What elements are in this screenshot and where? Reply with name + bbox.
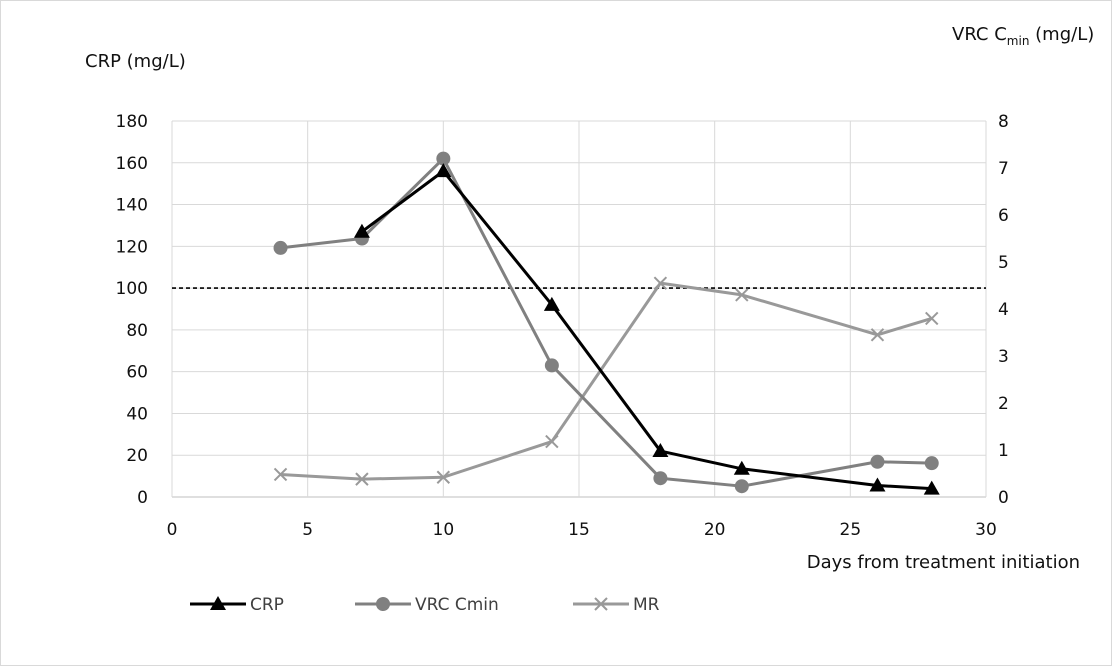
y-left-tick-label: 140: [116, 196, 148, 216]
y-left-tick-label: 120: [116, 237, 148, 257]
x-tick-label: 25: [840, 520, 862, 540]
y-left-tick-label: 160: [116, 154, 148, 174]
data-point-mr: [735, 288, 749, 302]
x-tick-label: 20: [704, 520, 726, 540]
data-point-vrc-cmin: [273, 240, 288, 255]
y-left-axis-title: CRP (mg/L): [85, 51, 186, 72]
y-right-tick-label: 8: [998, 112, 1009, 132]
data-point-vrc-cmin: [734, 479, 749, 494]
data-point-crp: [543, 296, 560, 311]
series-group: [273, 151, 940, 495]
series-line-mr: [280, 281, 933, 481]
data-point-vrc-cmin: [544, 358, 559, 373]
x-tick-label: 15: [568, 520, 590, 540]
data-point-crp: [652, 443, 669, 458]
data-point-mr: [273, 467, 288, 482]
y-left-tick-label: 100: [116, 279, 148, 299]
data-point-vrc-cmin: [653, 471, 668, 486]
data-point-crp: [353, 223, 370, 238]
data-point-vrc-cmin: [436, 151, 451, 166]
x-axis-title: Days from treatment initiation: [807, 552, 1080, 573]
y-right-tick-label: 7: [998, 159, 1009, 179]
y-left-tick-label: 180: [116, 112, 148, 132]
gridlines: [171, 120, 987, 498]
x-tick-label: 10: [433, 520, 455, 540]
x-tick-label: 0: [167, 520, 178, 540]
y-left-tick-label: 80: [126, 321, 148, 341]
data-point-crp: [923, 480, 940, 495]
data-point-mr: [545, 434, 559, 449]
data-point-crp: [435, 163, 452, 178]
y-right-tick-label: 3: [998, 347, 1009, 367]
y-right-tick-label: 6: [998, 206, 1009, 226]
data-point-mr: [925, 311, 939, 326]
y-right-tick-label: 2: [998, 394, 1009, 414]
data-point-mr: [436, 470, 451, 484]
legend-label-vrc-cmin: VRC Cmin: [415, 595, 499, 615]
data-point-mr: [355, 472, 369, 486]
series-line-vrc-cmin: [280, 157, 932, 488]
legend-marker-mr: [594, 597, 608, 611]
legend-marker-crp: [210, 596, 226, 610]
data-point-mr: [870, 328, 885, 342]
y-right-tick-label: 5: [998, 253, 1009, 273]
y-left-tick-label: 20: [126, 446, 148, 466]
data-point-mr: [653, 276, 668, 290]
data-point-crp: [869, 477, 886, 492]
data-point-crp: [733, 460, 750, 475]
data-point-vrc-cmin: [870, 454, 885, 469]
x-tick-label: 30: [975, 520, 997, 540]
y-right-axis-title-unit: (mg/L): [1029, 24, 1094, 45]
legend-label-mr: MR: [633, 595, 660, 615]
y-right-axis-title-main: VRC C: [952, 24, 1007, 45]
legend-label-crp: CRP: [250, 595, 284, 615]
y-left-tick-label: 40: [126, 404, 148, 424]
y-right-tick-label: 1: [998, 441, 1009, 461]
legend-marker-vrc-cmin: [376, 597, 390, 611]
data-point-vrc-cmin: [924, 456, 939, 471]
y-right-axis-title: VRC Cmin (mg/L): [952, 24, 1094, 48]
y-right-axis-title-sub: min: [1007, 34, 1030, 48]
y-left-tick-label: 60: [126, 363, 148, 383]
x-tick-label: 5: [302, 520, 313, 540]
y-right-tick-label: 0: [998, 488, 1009, 508]
y-right-tick-label: 4: [998, 300, 1009, 320]
y-left-tick-label: 0: [137, 488, 148, 508]
legend: CRP VRC Cmin MR: [190, 595, 660, 615]
